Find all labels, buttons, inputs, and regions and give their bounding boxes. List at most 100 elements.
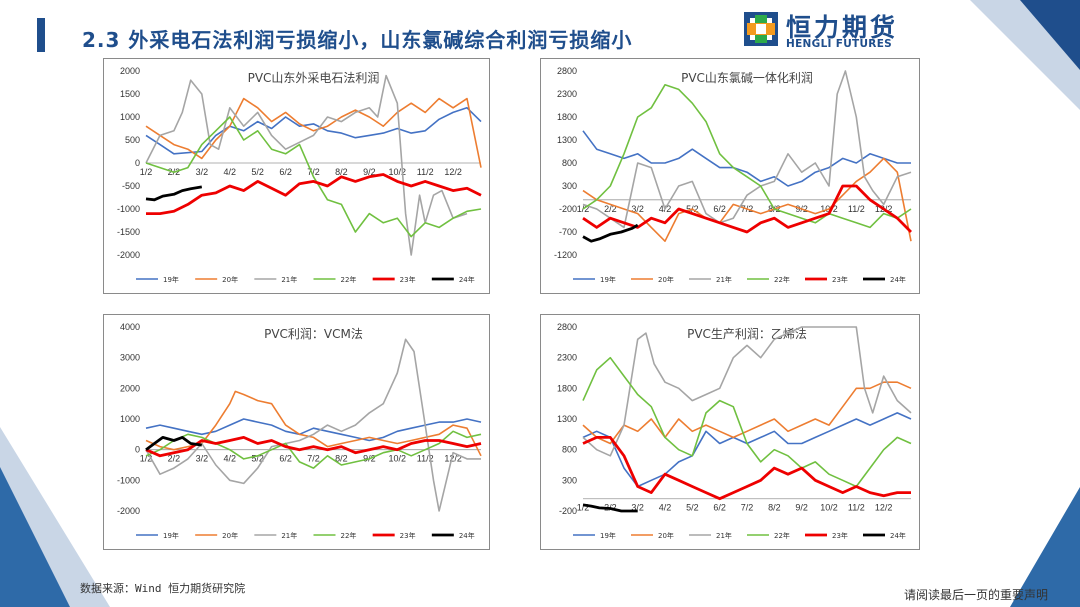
legend-label: 20年 [658,275,674,284]
x-tick-label: 6/2 [713,204,726,214]
series-line-24年 [582,503,638,513]
chart-panel-1: -2000 -1500 -1000 -500 0 500 1000 1500 2000 1/2 2/… [103,58,490,294]
y-tick-label: 1300 [557,135,577,145]
series-line-24年 [145,436,202,451]
x-tick-label: 3/2 [196,454,209,464]
logo-icon [744,12,778,46]
x-tick-label: 1/2 [140,454,153,464]
series-line-21年 [582,326,912,457]
legend-label: 23年 [400,275,416,284]
legend-label: 20年 [222,531,238,540]
legend-label: 19年 [163,531,179,540]
y-tick-label: 0 [135,158,140,168]
title-accent-bar [37,18,45,52]
y-tick-label: 3000 [120,353,140,363]
legend-label: 22年 [341,275,357,284]
chart-vcm-profit: -2000 -1000 0 1000 2000 3000 4000 1/2 2/2 3/2 4/2 5… [117,322,482,540]
logo-text-cn: 恒力期货 [786,13,899,42]
legend-label: 23年 [832,275,848,284]
series-line-23年 [582,184,912,234]
legend-label: 19年 [600,275,616,284]
x-tick-label: 2/2 [168,454,181,464]
x-tick-label: 11/2 [417,167,434,177]
chart-title: PVC利润：VCM法 [264,327,363,341]
x-tick-label: 8/2 [335,454,348,464]
legend-label: 19年 [163,275,179,284]
x-tick-label: 4/2 [223,454,236,464]
company-logo: 恒力期货 HENGLI FUTURES [742,10,912,52]
y-tick-label: -500 [122,181,140,191]
y-tick-label: 4000 [120,322,140,332]
decor-bottom-left [0,427,110,607]
x-tick-label: 1/2 [577,503,590,513]
chart-panel-3: -2000 -1000 0 1000 2000 3000 4000 1/2 2/2 3/2 4/2 5… [103,314,490,550]
y-tick-label: 1300 [557,414,577,424]
y-tick-label: 300 [562,181,577,191]
legend-label: 24年 [459,275,475,284]
x-tick-label: 2/2 [604,204,617,214]
x-tick-label: 12/2 [444,167,462,177]
series-line-23年 [582,436,911,501]
x-tick-label: 3/2 [196,167,209,177]
chart-title: PVC山东外采电石法利润 [248,71,380,85]
y-tick-label: 2800 [557,66,577,76]
x-tick-label: 11/2 [848,204,865,214]
y-tick-label: -1200 [554,250,577,260]
chart-title: PVC生产利润：乙烯法 [687,327,807,341]
series-line-22年 [145,430,482,469]
legend-label: 23年 [832,531,848,540]
series-line-20年 [582,381,912,445]
x-tick-label: 5/2 [251,167,264,177]
decor-top-right [970,0,1080,110]
chart-title: PVC山东氯碱一体化利润 [681,71,813,85]
chart-panel-4: -200 300 800 1300 1800 2300 2800 1/2 2/2 3/2 4/2 5/… [540,314,920,550]
x-tick-label: 8/2 [335,167,348,177]
y-tick-label: 1000 [120,414,140,424]
chart-panel-2: -1200 -700 -200 300 800 1300 1800 2300 2800 1/2 2/… [540,58,920,294]
legend-label: 22年 [774,531,790,540]
x-tick-label: 11/2 [417,454,434,464]
x-tick-label: 6/2 [713,503,726,513]
logo-text-en: HENGLI FUTURES [786,38,893,50]
x-tick-label: 7/2 [741,503,754,513]
decor-bottom-right [1010,487,1080,607]
y-tick-label: 2000 [120,383,140,393]
series-line-24年 [145,185,203,202]
series-line-23年 [145,436,482,458]
y-tick-label: 0 [135,445,140,455]
legend-label: 24年 [890,531,906,540]
x-tick-label: 1/2 [140,167,153,177]
legend-label: 20年 [222,275,238,284]
y-tick-label: 2300 [557,89,577,99]
legend-label: 23年 [400,531,416,540]
series-line-21年 [145,74,468,256]
series-line-23年 [146,173,482,215]
legend-label: 21年 [716,531,732,540]
legend-label: 20年 [658,531,674,540]
legend-label: 24年 [459,531,475,540]
legend-label: 21年 [281,531,297,540]
x-tick-label: 9/2 [363,167,376,177]
x-tick-label: 10/2 [820,503,838,513]
data-source: 数据来源：Wind 恒力期货研究院 [80,582,246,595]
x-tick-label: 12/2 [444,454,462,464]
series-line-24年 [582,223,639,243]
x-tick-label: 3/2 [631,204,644,214]
disclaimer-note: 请阅读最后一页的重要声明 [903,588,1048,602]
series-line-19年 [582,130,911,187]
x-tick-label: 4/2 [223,167,236,177]
x-tick-label: 9/2 [795,503,808,513]
legend-label: 21年 [716,275,732,284]
series-line-22年 [145,116,482,238]
page-title: 2.3 外采电石法利润亏损缩小，山东氯碱综合利润亏损缩小 [82,28,633,52]
series-line-20年 [582,157,912,242]
series-line-21年 [145,338,481,512]
y-tick-label: -200 [559,204,577,214]
y-tick-label: 800 [562,158,577,168]
y-tick-label: 1800 [557,112,577,122]
y-tick-label: 2800 [557,322,577,332]
series-line-22年 [582,84,912,229]
